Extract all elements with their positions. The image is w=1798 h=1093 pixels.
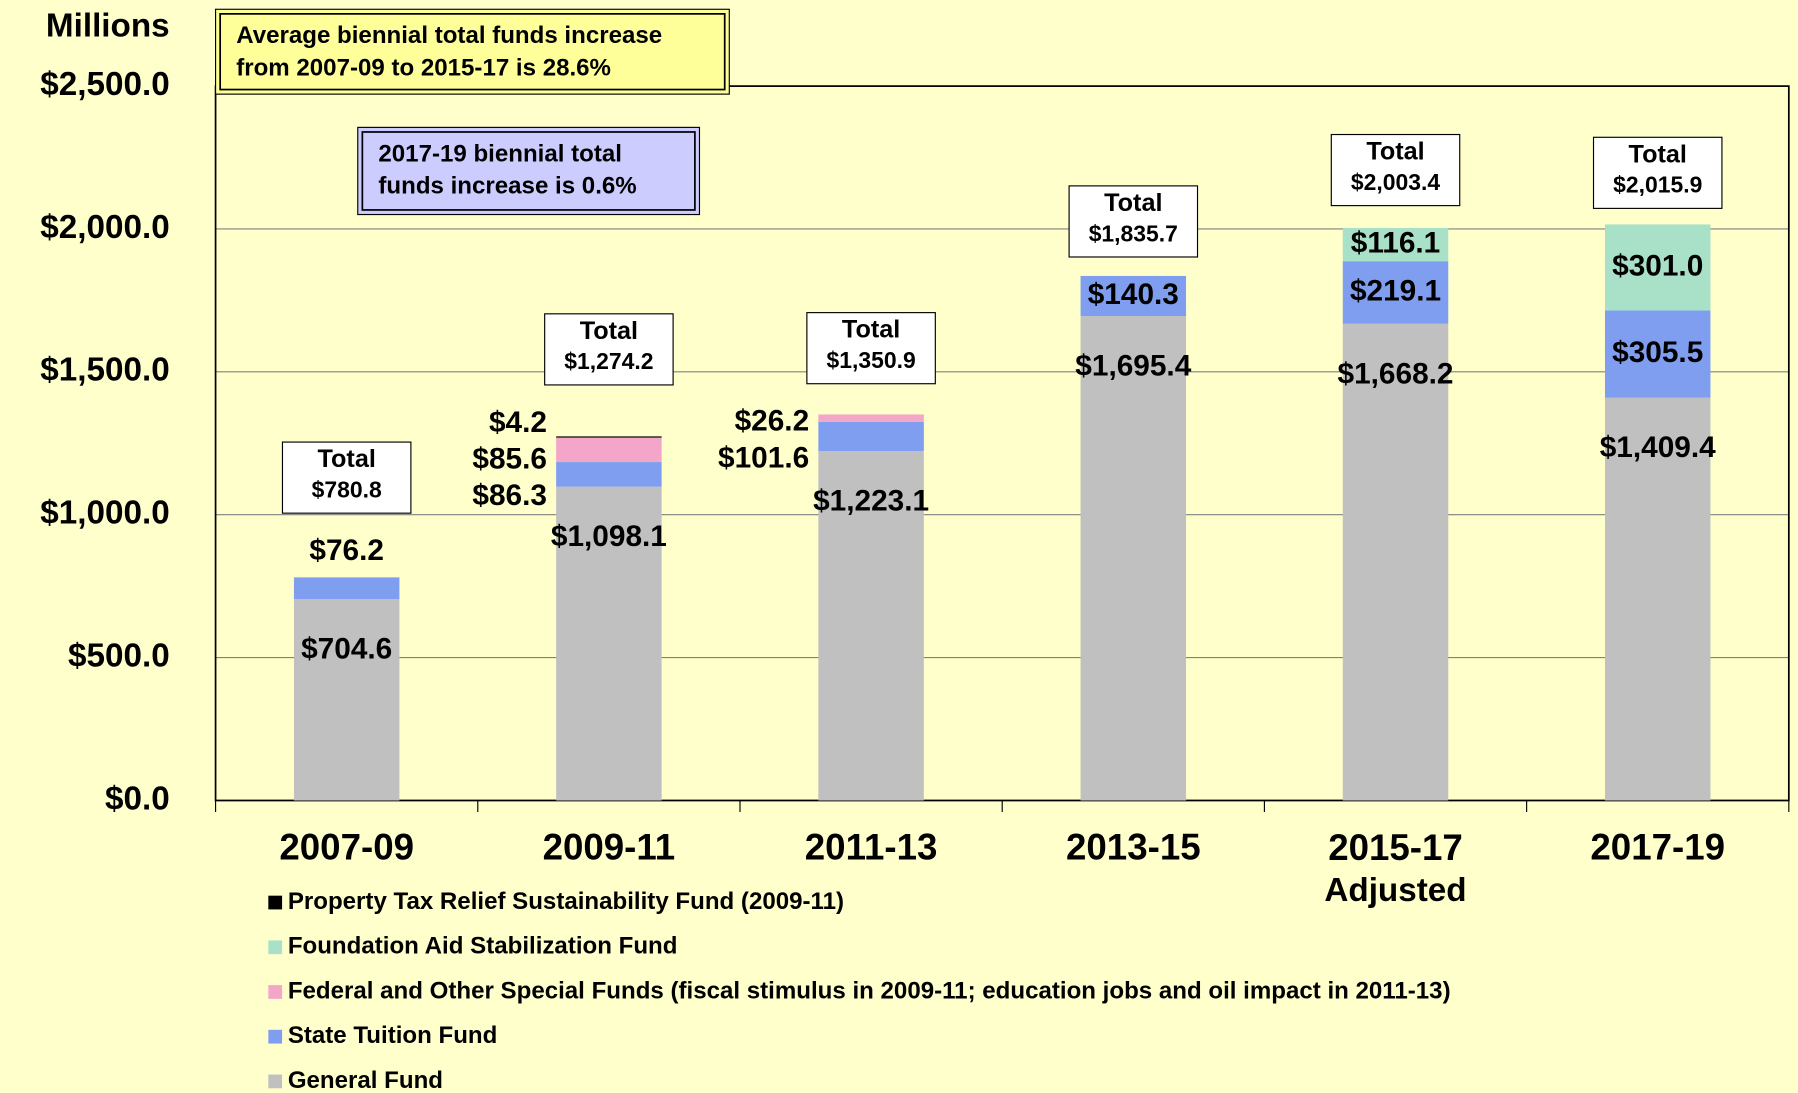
bar-segment [1342,261,1449,324]
total-label: Total [580,317,638,345]
total-value: $2,003.4 [1351,169,1440,195]
data-label: $1,668.2 [1338,357,1454,390]
bar-segment [1604,310,1711,398]
x-tick-label: 2009-11 [543,826,676,867]
total-label: Total [1104,189,1162,217]
data-label: $26.2 [735,405,810,438]
total-value: $2,015.9 [1613,172,1702,198]
data-label: $140.3 [1088,278,1179,311]
annotation-text: funds increase is 0.6% [378,172,636,199]
data-label: $116.1 [1351,226,1441,259]
bar-segment [1342,228,1449,262]
data-label: $219.1 [1350,274,1441,307]
total-value: $1,835.7 [1089,220,1178,246]
total-label: Total [842,316,900,344]
x-tick-label: 2017-19 [1590,826,1725,867]
annotation-text: Average biennial total funds increase [236,22,662,49]
bar-segment [556,462,662,487]
bar-segment [818,414,924,422]
bar-segment [556,486,662,801]
bar-segment [1604,224,1711,311]
data-label: $86.3 [472,479,547,512]
bar-segment [556,436,662,438]
data-label: $305.5 [1612,336,1703,369]
x-tick-label: 2011-13 [805,826,938,867]
data-label: $101.6 [718,441,809,474]
total-value: $1,350.9 [826,347,915,373]
total-box [1068,185,1199,258]
data-label: $301.0 [1612,249,1703,282]
total-box [1330,133,1461,207]
data-label: $76.2 [309,534,384,567]
legend-swatch [268,1074,283,1089]
x-tick-label: 2013-15 [1066,826,1201,867]
total-box [281,441,412,514]
legend-swatch [268,985,283,999]
y-axis-label: Millions [46,7,170,44]
legend-label: Property Tax Relief Sustainability Fund … [288,888,844,915]
data-label: $85.6 [472,442,547,475]
y-tick-label: $1,000.0 [40,495,169,532]
legend-label: Federal and Other Special Funds (fiscal … [288,977,1451,1004]
bar-segment [1080,275,1187,317]
bar-segment [1342,323,1449,801]
data-label: $1,098.1 [551,520,667,553]
total-value: $780.8 [312,476,382,502]
annotation-box [357,126,701,216]
bar-segment [293,599,400,801]
total-label: Total [1366,138,1424,166]
y-tick-label: $2,000.0 [40,209,169,246]
y-tick-label: $0.0 [105,780,170,817]
data-label: $1,695.4 [1075,349,1191,382]
legend-swatch [268,940,283,955]
y-tick-label: $2,500.0 [40,66,169,103]
data-label: $1,409.4 [1600,431,1716,464]
legend-swatch [268,1029,283,1044]
total-box [806,312,936,385]
data-label: $4.2 [489,406,547,439]
y-tick-label: $1,500.0 [40,352,169,389]
bar-segment [818,450,924,801]
legend-label: State Tuition Fund [288,1022,498,1049]
data-label: $704.6 [301,633,392,666]
data-label: $1,223.1 [813,484,929,517]
total-box [544,313,674,386]
x-tick-label: 2007-09 [279,826,414,867]
bar-segment [1080,316,1187,801]
bar-segment [818,421,924,451]
bar-segment [556,437,662,463]
legend-swatch [268,895,283,910]
legend-label: General Fund [288,1067,443,1093]
bar-segment [1604,397,1711,801]
annotation-text: 2017-19 biennial total [378,140,622,167]
total-label: Total [1629,140,1687,168]
total-label: Total [317,445,375,473]
annotation-box [215,8,730,95]
total-box [1592,136,1723,209]
y-tick-label: $500.0 [68,637,170,674]
legend-label: Foundation Aid Stabilization Fund [288,933,678,960]
annotation-border [361,131,696,211]
annotation-border [219,13,726,91]
x-tick-label: 2015-17 Adjusted [1324,826,1466,909]
total-value: $1,274.2 [564,348,653,374]
bar-segment [293,577,400,600]
annotation-text: from 2007-09 to 2015-17 is 28.6% [236,54,611,81]
